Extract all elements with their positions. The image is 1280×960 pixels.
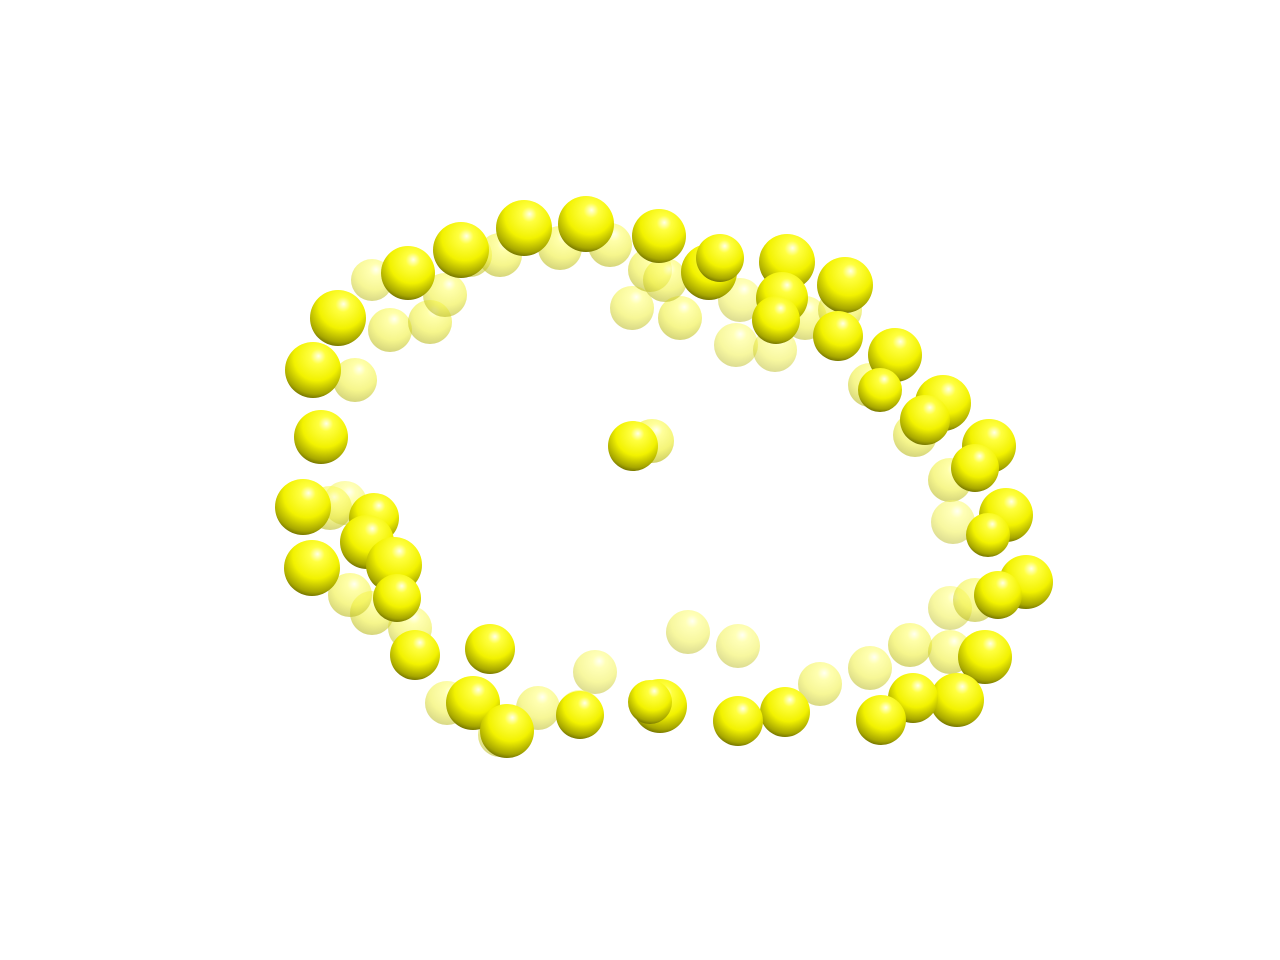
back-atom-sphere — [666, 610, 710, 654]
front-atom-sphere — [381, 246, 435, 300]
back-atom-sphere — [714, 323, 758, 367]
front-atom-sphere — [966, 513, 1010, 557]
front-atom-sphere — [696, 234, 744, 282]
back-atom-sphere — [610, 286, 654, 330]
front-atom-sphere — [556, 691, 604, 739]
front-atom-sphere — [813, 311, 863, 361]
back-atom-sphere — [573, 650, 617, 694]
back-atom-sphere — [848, 646, 892, 690]
front-atom-sphere — [433, 222, 489, 278]
front-atom-sphere — [760, 687, 810, 737]
back-atom-sphere — [658, 296, 702, 340]
front-atom-sphere — [858, 368, 902, 412]
front-atom-sphere — [856, 695, 906, 745]
front-atom-sphere — [496, 200, 552, 256]
front-atom-sphere — [900, 395, 950, 445]
back-atom-sphere — [328, 573, 372, 617]
front-atom-sphere — [465, 624, 515, 674]
front-atom-sphere — [390, 630, 440, 680]
front-atom-sphere — [608, 421, 658, 471]
front-atom-sphere — [628, 680, 672, 724]
front-atom-sphere — [974, 571, 1022, 619]
back-atom-sphere — [423, 273, 467, 317]
back-atom-sphere — [643, 258, 687, 302]
front-atom-sphere — [294, 410, 348, 464]
front-atom-sphere — [310, 290, 366, 346]
front-atom-sphere — [752, 296, 800, 344]
back-atom-sphere — [716, 624, 760, 668]
front-atom-sphere — [930, 673, 984, 727]
back-atom-sphere — [888, 623, 932, 667]
back-atom-sphere — [333, 358, 377, 402]
back-atom-sphere — [798, 662, 842, 706]
front-atom-sphere — [480, 704, 534, 758]
front-atom-sphere — [285, 342, 341, 398]
front-atom-sphere — [713, 696, 763, 746]
front-atom-sphere — [951, 444, 999, 492]
front-atom-sphere — [558, 196, 614, 252]
front-atom-sphere — [284, 540, 340, 596]
front-atom-layer — [275, 196, 1053, 758]
back-atom-sphere — [368, 308, 412, 352]
front-atom-sphere — [275, 479, 331, 535]
front-atom-sphere — [817, 257, 873, 313]
front-atom-sphere — [373, 574, 421, 622]
back-atom-sphere — [931, 500, 975, 544]
front-atom-sphere — [958, 630, 1012, 684]
front-atom-sphere — [632, 209, 686, 263]
